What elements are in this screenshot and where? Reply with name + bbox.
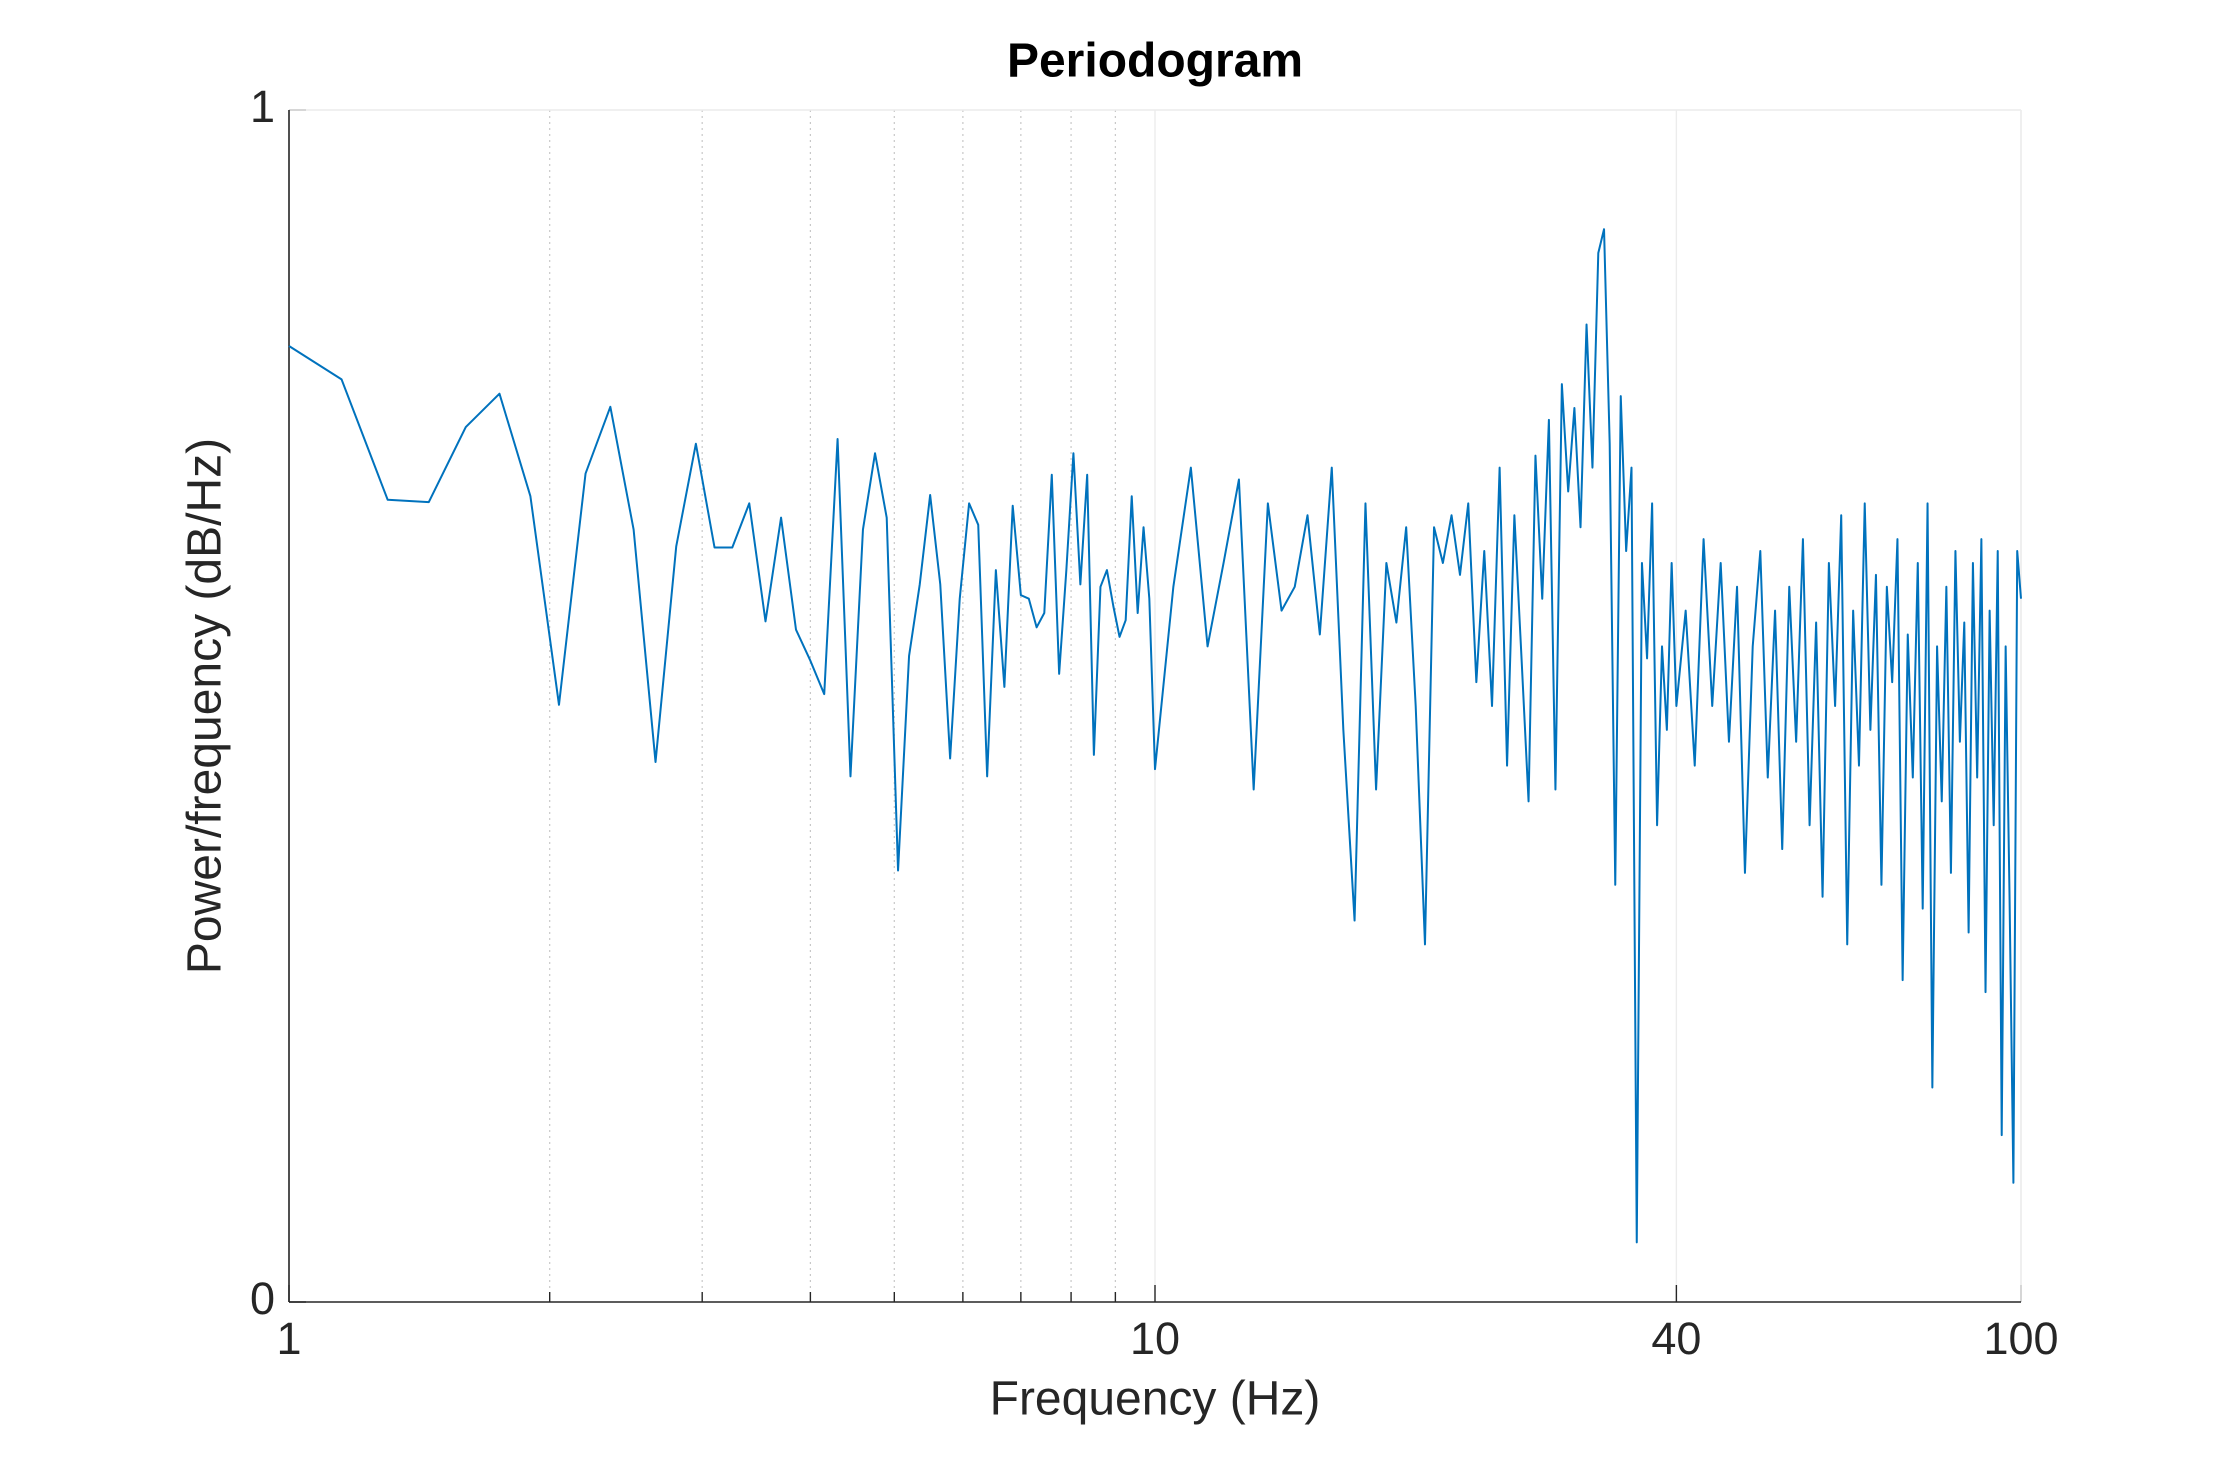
- y-axis-label: Power/frequency (dB/Hz): [179, 438, 232, 974]
- chart-title: Periodogram: [1007, 35, 1303, 88]
- x-tick-label: 1: [276, 1313, 301, 1364]
- x-tick-label: 40: [1651, 1313, 1701, 1364]
- x-axis-label: Frequency (Hz): [990, 1373, 1321, 1426]
- y-tick-label: 0: [250, 1273, 275, 1324]
- x-tick-label: 10: [1130, 1313, 1180, 1364]
- x-tick-label: 100: [1983, 1313, 2058, 1364]
- data-line: [288, 228, 2022, 1244]
- y-tick-label: 1: [250, 81, 275, 132]
